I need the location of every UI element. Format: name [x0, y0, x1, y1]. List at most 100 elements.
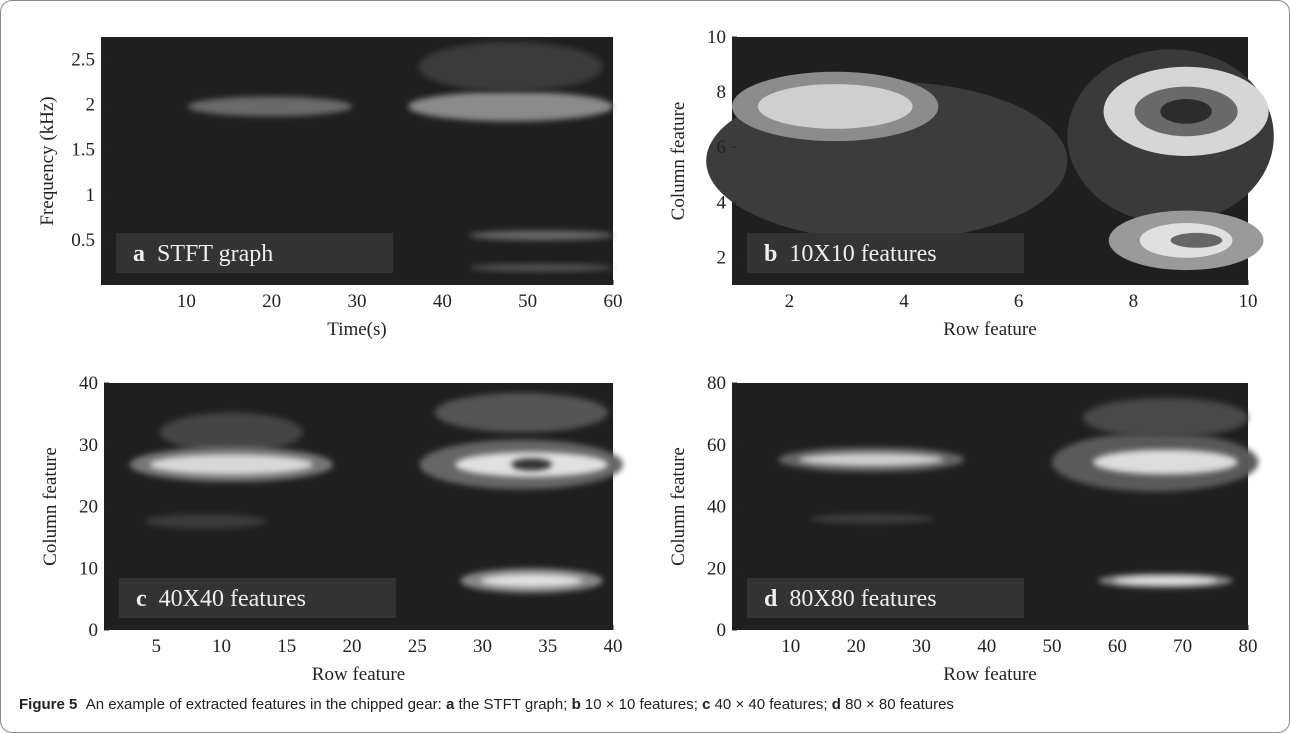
y-tick-label: 2: [86, 95, 96, 116]
caption-text: An example of extracted features in the …: [86, 696, 954, 713]
caption: Figure 5 An example of extracted feature…: [19, 696, 954, 713]
x-tick-label: 25: [408, 636, 427, 657]
panel-label: d 80X80 features: [764, 586, 937, 612]
image-region: [1113, 576, 1218, 585]
x-tick-label: 10: [177, 291, 196, 312]
image-region: [799, 453, 944, 466]
caption-part: the STFT graph;: [454, 696, 572, 713]
image-region: [418, 41, 603, 92]
image-region: [1160, 99, 1212, 124]
y-tick-label: 0: [89, 620, 99, 641]
panel: 5 10 15 20 25 30 35 40 0 10 20 30 40 Row feature Colum…: [40, 373, 624, 685]
image-region: [1082, 397, 1248, 438]
y-axis-label: Frequency (kHz): [37, 96, 58, 225]
x-axis-label: Row feature: [943, 664, 1036, 685]
x-tick-label: 6: [1014, 291, 1024, 312]
x-tick-label: 20: [342, 636, 361, 657]
x-tick-label: 40: [977, 636, 996, 657]
caption-part: 40 × 40 features;: [710, 696, 832, 713]
caption-figure: Figure 5: [19, 696, 78, 713]
x-tick-label: 2: [785, 291, 795, 312]
x-tick-label: 35: [538, 636, 557, 657]
image-region: [144, 513, 267, 529]
x-tick-label: 10: [781, 636, 800, 657]
x-tick-label: 4: [899, 291, 909, 312]
x-tick-label: 30: [473, 636, 492, 657]
y-tick-label: 10: [707, 27, 726, 48]
y-tick-label: 0.5: [71, 230, 95, 251]
panel-label: a STFT graph: [133, 241, 273, 267]
image-region: [149, 454, 313, 475]
panel-title: STFT graph: [157, 241, 273, 267]
panel: 10 20 30 40 50 60 70 80 0 20 40 60 80 Row feature Colu…: [668, 373, 1259, 685]
y-tick-label: 20: [707, 558, 726, 579]
panel-label: b 10X10 features: [764, 241, 937, 267]
x-tick-label: 60: [604, 291, 623, 312]
y-tick-label: 6: [717, 137, 727, 158]
caption-part: An example of extracted features in the …: [85, 696, 446, 713]
x-tick-label: 60: [1108, 636, 1127, 657]
y-tick-label: 20: [79, 497, 98, 518]
image-region: [480, 574, 583, 587]
caption-letter: b: [571, 696, 581, 713]
image-region: [159, 412, 303, 453]
x-axis-label: Row feature: [943, 319, 1036, 340]
figure-panels: 10 20 30 40 50 600.511.522.5Time(s)Frequency …: [37, 27, 1274, 685]
panel-letter: a: [133, 241, 145, 267]
panel-letter: b: [764, 241, 777, 267]
x-tick-label: 5: [151, 636, 161, 657]
caption-part: 10 × 10 features;: [580, 696, 703, 713]
x-tick-label: 40: [433, 291, 452, 312]
image-region: [757, 84, 913, 129]
panel-label-box: [747, 233, 1024, 273]
x-tick-label: 50: [518, 291, 537, 312]
panel-label-box: [119, 578, 396, 618]
image-region: [188, 96, 352, 117]
x-tick-label: 40: [604, 636, 623, 657]
y-tick-label: 40: [79, 373, 98, 394]
y-axis-label: Column feature: [668, 447, 689, 566]
panel-label-box: [747, 578, 1024, 618]
caption-letter: c: [702, 696, 711, 713]
x-tick-label: 20: [262, 291, 281, 312]
x-tick-label: 10: [1239, 291, 1258, 312]
y-tick-label: 30: [79, 435, 98, 456]
image-region: [434, 392, 608, 433]
panel: 2 4 6 8 10 2 4 6 8 10 Row feature Column feature b 10…: [668, 27, 1274, 340]
panel-letter: c: [136, 586, 147, 612]
x-tick-label: 50: [1043, 636, 1062, 657]
y-tick-label: 1.5: [71, 140, 95, 161]
panel-label-box: [116, 233, 393, 273]
x-tick-label: 10: [212, 636, 231, 657]
panel-title: 10X10 features: [789, 241, 936, 267]
y-tick-label: 10: [79, 558, 98, 579]
y-tick-label: 2: [717, 247, 727, 268]
image-region: [511, 458, 552, 471]
panel-title: 80X80 features: [789, 586, 936, 612]
panel-letter: d: [764, 586, 778, 612]
y-tick-label: 4: [717, 192, 727, 213]
y-tick-label: 0: [717, 620, 727, 641]
panel: 10 20 30 40 50 60 0.5 1 1.5 2 2.5 Time(s) Frequency …: [37, 37, 623, 340]
y-axis-label: Column feature: [668, 102, 689, 221]
caption-letter: d: [831, 696, 841, 713]
image-region: [469, 263, 613, 272]
panel-label: c 40X40 features: [136, 586, 306, 612]
y-tick-label: 80: [707, 373, 726, 394]
caption-part: 80 × 80 features: [840, 696, 954, 713]
y-axis-label: Column feature: [40, 447, 61, 566]
y-tick-label: 1: [86, 185, 96, 206]
y-tick-label: 8: [717, 82, 727, 103]
image-region: [469, 230, 613, 241]
x-tick-label: 30: [912, 636, 931, 657]
image-region: [1170, 232, 1223, 248]
image-region: [809, 513, 934, 524]
panel-title: 40X40 features: [159, 586, 306, 612]
x-tick-label: 20: [847, 636, 866, 657]
y-tick-label: 60: [707, 435, 726, 456]
x-axis-label: Time(s): [327, 319, 386, 340]
y-tick-label: 2.5: [71, 50, 95, 71]
image-region: [1093, 449, 1238, 475]
x-tick-label: 70: [1173, 636, 1192, 657]
